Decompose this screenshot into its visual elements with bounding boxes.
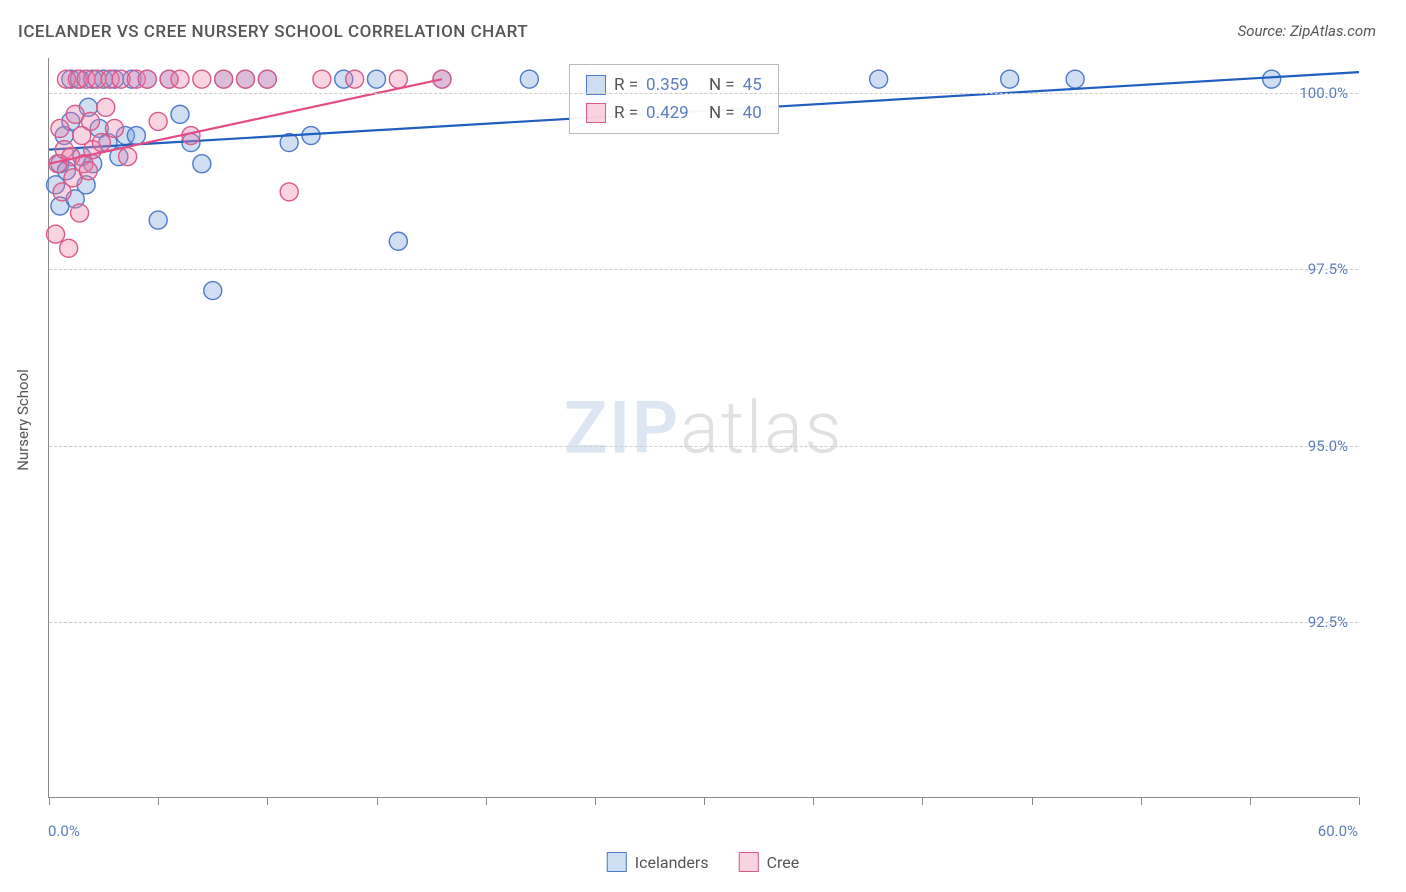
xtick <box>49 797 50 805</box>
x-max-label: 60.0% <box>1318 822 1358 840</box>
x-min-label: 0.0% <box>48 822 80 840</box>
legend-swatch-icelanders-bottom <box>607 852 627 872</box>
legend-row-cree: R = 0.429 N = 40 <box>586 99 762 127</box>
xtick <box>1141 797 1142 805</box>
xtick <box>377 797 378 805</box>
data-point <box>237 70 255 88</box>
data-point <box>97 98 115 116</box>
legend-swatch-cree <box>586 103 606 123</box>
data-point <box>1001 70 1019 88</box>
data-point <box>149 112 167 130</box>
data-point <box>368 70 386 88</box>
xtick <box>595 797 596 805</box>
xtick <box>158 797 159 805</box>
source-attribution: Source: ZipAtlas.com <box>1238 22 1376 40</box>
data-point <box>1066 70 1084 88</box>
data-point <box>215 70 233 88</box>
data-point <box>171 105 189 123</box>
series-legend: Icelanders Cree <box>607 852 799 872</box>
ytick-label: 92.5% <box>1308 613 1348 631</box>
legend-n-label: N = <box>709 99 735 127</box>
data-point <box>204 282 222 300</box>
data-point <box>346 70 364 88</box>
plot-svg <box>49 58 1358 797</box>
legend-r-label: R = <box>614 99 638 127</box>
gridline <box>49 622 1358 623</box>
chart-title: ICELANDER VS CREE NURSERY SCHOOL CORRELA… <box>18 22 528 42</box>
gridline <box>49 93 1358 94</box>
chart-container: ICELANDER VS CREE NURSERY SCHOOL CORRELA… <box>0 0 1406 892</box>
xtick <box>813 797 814 805</box>
legend-label-cree: Cree <box>767 853 800 872</box>
ytick-label: 95.0% <box>1308 437 1348 455</box>
data-point <box>280 183 298 201</box>
legend-n-value-0: 45 <box>743 71 762 99</box>
xtick <box>1250 797 1251 805</box>
gridline <box>49 269 1358 270</box>
data-point <box>47 225 65 243</box>
data-point <box>138 70 156 88</box>
legend-item-icelanders: Icelanders <box>607 852 709 872</box>
xtick <box>1032 797 1033 805</box>
data-point <box>389 232 407 250</box>
data-point <box>171 70 189 88</box>
data-point <box>433 70 451 88</box>
xtick <box>267 797 268 805</box>
data-point <box>520 70 538 88</box>
data-point <box>149 211 167 229</box>
plot-area: ZIPatlas R = 0.359 N = 45 R = 0.429 N = … <box>48 58 1358 798</box>
legend-swatch-icelanders <box>586 75 606 95</box>
legend-row-icelanders: R = 0.359 N = 45 <box>586 71 762 99</box>
data-point <box>1263 70 1281 88</box>
legend-n-label: N = <box>709 71 735 99</box>
data-point <box>60 239 78 257</box>
data-point <box>119 148 137 166</box>
ytick-label: 97.5% <box>1308 260 1348 278</box>
data-point <box>79 162 97 180</box>
xtick <box>1359 797 1360 805</box>
legend-item-cree: Cree <box>739 852 800 872</box>
data-point <box>193 155 211 173</box>
gridline <box>49 446 1358 447</box>
xtick <box>704 797 705 805</box>
legend-swatch-cree-bottom <box>739 852 759 872</box>
data-point <box>71 204 89 222</box>
data-point <box>193 70 211 88</box>
legend-r-value-1: 0.429 <box>646 99 689 127</box>
xtick <box>922 797 923 805</box>
xtick <box>486 797 487 805</box>
data-point <box>51 119 69 137</box>
data-point <box>127 127 145 145</box>
data-point <box>313 70 331 88</box>
data-point <box>389 70 407 88</box>
legend-label-icelanders: Icelanders <box>635 853 709 872</box>
data-point <box>92 134 110 152</box>
data-point <box>106 119 124 137</box>
data-point <box>81 112 99 130</box>
y-axis-label: Nursery School <box>14 369 32 471</box>
legend-n-value-1: 40 <box>743 99 762 127</box>
ytick-label: 100.0% <box>1299 84 1348 102</box>
legend-r-value-0: 0.359 <box>646 71 689 99</box>
legend-r-label: R = <box>614 71 638 99</box>
data-point <box>258 70 276 88</box>
correlation-legend: R = 0.359 N = 45 R = 0.429 N = 40 <box>569 64 779 134</box>
data-point <box>870 70 888 88</box>
